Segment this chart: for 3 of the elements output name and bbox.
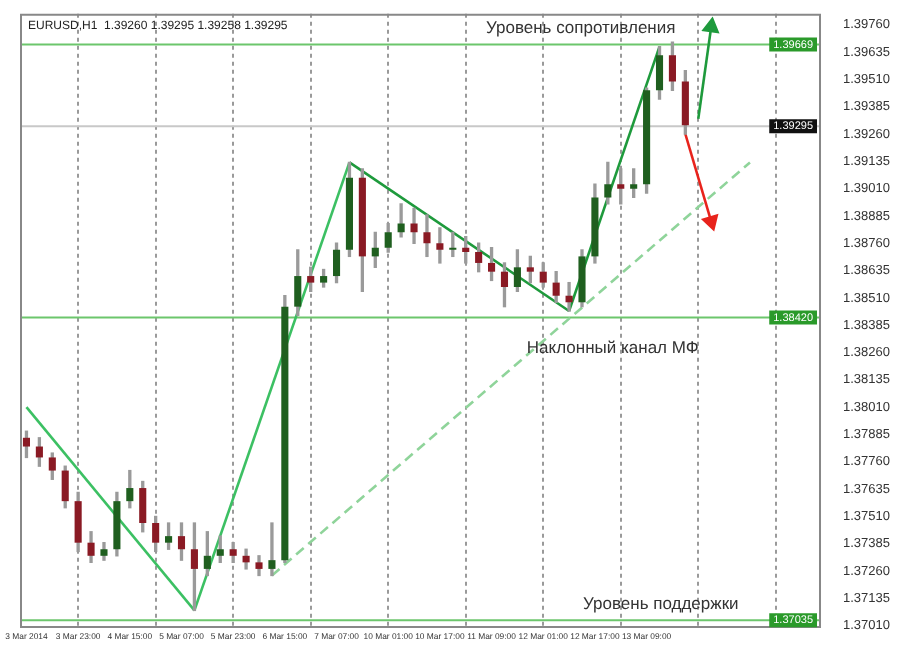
annotation: Уровень сопротивления: [485, 17, 677, 38]
annotation: Наклонный канал МФ: [526, 337, 699, 358]
annotation: Уровень поддержки: [583, 592, 740, 613]
